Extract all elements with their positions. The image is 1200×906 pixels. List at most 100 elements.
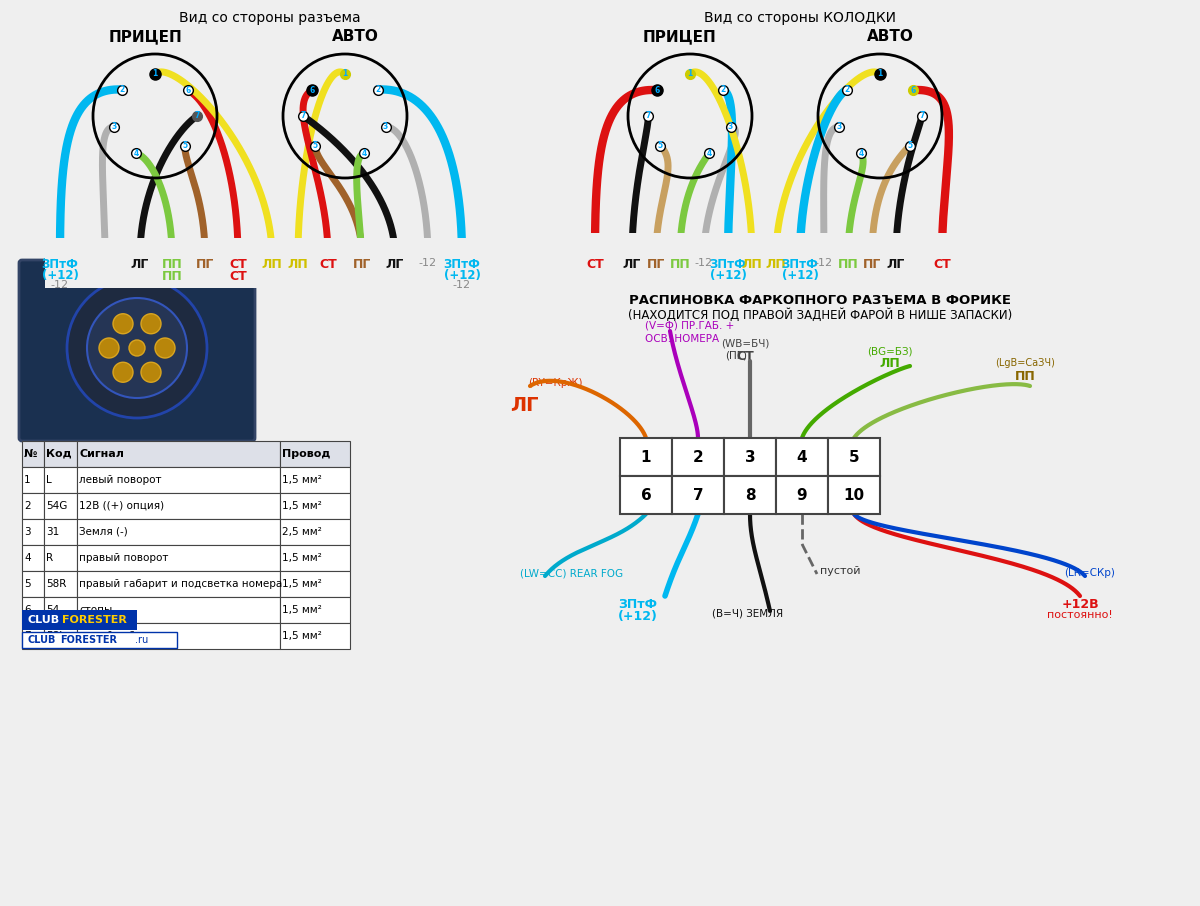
Text: 7: 7 xyxy=(692,487,703,503)
Text: -12: -12 xyxy=(694,258,714,268)
Text: РАСПИНОВКА ФАРКОПНОГО РАЗЪЕМА В ФОРИКЕ: РАСПИНОВКА ФАРКОПНОГО РАЗЪЕМА В ФОРИКЕ xyxy=(629,294,1010,307)
Bar xyxy=(280,545,350,571)
Text: 3: 3 xyxy=(745,449,755,465)
Text: ЛГ: ЛГ xyxy=(623,258,641,271)
Circle shape xyxy=(142,313,161,333)
Text: 1: 1 xyxy=(24,475,31,485)
Text: FORESTER: FORESTER xyxy=(62,615,127,625)
Text: +12В: +12В xyxy=(1061,598,1099,611)
Bar xyxy=(44,519,77,545)
Text: -12: -12 xyxy=(695,258,713,268)
Text: 4: 4 xyxy=(858,149,864,158)
Bar xyxy=(280,467,350,493)
Text: (V=Ф) ПР.ГАБ. +: (V=Ф) ПР.ГАБ. + xyxy=(646,321,734,331)
Text: правый поворот: правый поворот xyxy=(79,553,168,563)
Text: ПП: ПП xyxy=(162,271,182,284)
Text: АВТО: АВТО xyxy=(331,29,378,44)
Text: 1,5 мм²: 1,5 мм² xyxy=(282,475,322,485)
Text: 6: 6 xyxy=(911,86,916,94)
Text: (+12): (+12) xyxy=(42,269,78,279)
Text: левый габарит: левый габарит xyxy=(79,631,161,641)
Text: 5: 5 xyxy=(658,141,662,150)
Circle shape xyxy=(88,298,187,398)
Text: 3: 3 xyxy=(24,527,31,537)
Bar xyxy=(77,545,280,571)
Bar xyxy=(280,623,350,649)
Text: Вид со стороны разъема: Вид со стороны разъема xyxy=(179,11,361,25)
Text: 6: 6 xyxy=(310,86,314,94)
Text: ПП: ПП xyxy=(670,258,690,271)
Bar xyxy=(22,632,178,648)
Text: СТ: СТ xyxy=(934,258,950,271)
Text: АВТО: АВТО xyxy=(866,29,913,44)
Text: СТ: СТ xyxy=(229,258,247,271)
Bar xyxy=(77,597,280,623)
Bar xyxy=(22,610,137,630)
Text: ЛГ: ЛГ xyxy=(887,258,905,271)
Bar xyxy=(22,545,44,571)
Text: 1,5 мм²: 1,5 мм² xyxy=(282,553,322,563)
Text: 7: 7 xyxy=(300,111,306,120)
Text: (+12): (+12) xyxy=(444,269,480,279)
Text: 7: 7 xyxy=(194,111,199,120)
Text: Вид со стороны КОЛОДКИ: Вид со стороны КОЛОДКИ xyxy=(704,11,896,25)
Text: 2: 2 xyxy=(692,449,703,465)
Text: левый поворот: левый поворот xyxy=(79,475,162,485)
Text: Земля (-): Земля (-) xyxy=(79,527,127,537)
Circle shape xyxy=(98,338,119,358)
Text: СТ: СТ xyxy=(229,271,247,284)
Circle shape xyxy=(142,362,161,382)
Text: -12: -12 xyxy=(95,258,115,268)
Text: 6: 6 xyxy=(186,86,191,94)
Bar xyxy=(77,519,280,545)
Text: 4: 4 xyxy=(707,149,712,158)
Bar xyxy=(44,493,77,519)
Text: 1: 1 xyxy=(152,70,157,79)
Text: ЛГ: ЛГ xyxy=(131,258,149,271)
Text: СТ: СТ xyxy=(229,270,247,283)
Text: 1,5 мм²: 1,5 мм² xyxy=(282,631,322,641)
Text: (LgB=СаЗЧ): (LgB=СаЗЧ) xyxy=(995,358,1055,368)
Circle shape xyxy=(113,362,133,382)
Bar xyxy=(77,467,280,493)
Text: ЗПтФ: ЗПтФ xyxy=(709,258,746,271)
Text: СТ: СТ xyxy=(934,258,950,271)
Text: ПП: ПП xyxy=(162,258,182,271)
Text: -12: -12 xyxy=(419,258,437,268)
Bar xyxy=(44,597,77,623)
Text: ЛГ: ЛГ xyxy=(386,258,404,271)
Bar xyxy=(575,233,974,288)
Text: 1,5 мм²: 1,5 мм² xyxy=(282,579,322,589)
Bar xyxy=(724,438,776,476)
Text: CLUB: CLUB xyxy=(28,635,55,645)
Text: (LW=СС) REAR FOG: (LW=СС) REAR FOG xyxy=(520,568,623,578)
Text: -12: -12 xyxy=(814,258,834,268)
Bar xyxy=(44,467,77,493)
Text: 2: 2 xyxy=(376,85,380,94)
Text: ru: ru xyxy=(137,633,148,643)
Bar xyxy=(44,545,77,571)
Text: Код: Код xyxy=(46,449,72,459)
Text: -12: -12 xyxy=(418,258,438,268)
Text: 2,5 мм²: 2,5 мм² xyxy=(282,527,322,537)
Text: ЛГ: ЛГ xyxy=(887,258,905,271)
Bar xyxy=(22,519,44,545)
Bar xyxy=(280,493,350,519)
Bar xyxy=(22,441,44,467)
Text: (BG=БЗ): (BG=БЗ) xyxy=(868,346,913,356)
Text: ПГ: ПГ xyxy=(863,258,881,271)
Text: ПГ: ПГ xyxy=(196,258,214,271)
Bar xyxy=(77,623,280,649)
Bar xyxy=(46,238,496,288)
Text: 8: 8 xyxy=(745,487,755,503)
Bar xyxy=(22,623,44,649)
Text: постоянно!: постоянно! xyxy=(1048,610,1112,620)
Bar xyxy=(280,519,350,545)
Text: 58L: 58L xyxy=(46,631,65,641)
Bar xyxy=(280,597,350,623)
Text: СТ: СТ xyxy=(586,258,604,271)
Text: ЛП: ЛП xyxy=(288,258,308,271)
Text: -12: -12 xyxy=(50,280,70,290)
Text: ПП: ПП xyxy=(1015,370,1036,383)
Bar xyxy=(22,467,44,493)
